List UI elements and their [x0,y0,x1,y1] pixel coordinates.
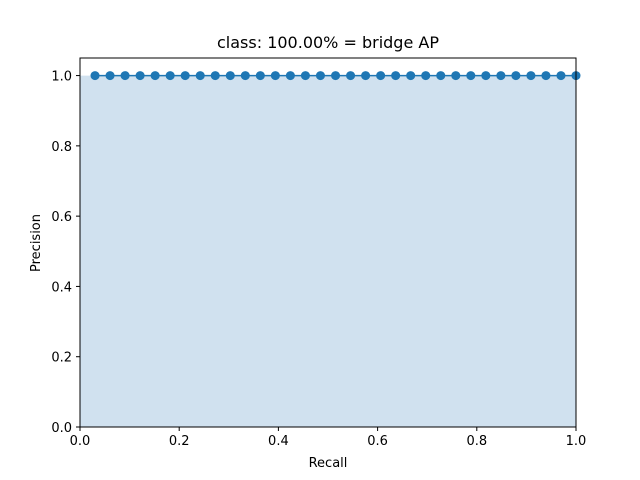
x-tick-label: 0.8 [466,434,487,449]
data-point [391,71,401,81]
x-axis-label: Recall [309,456,348,471]
y-tick-label: 0.6 [51,210,72,225]
data-point [255,71,265,81]
data-point [346,71,356,81]
y-tick-label: 0.2 [51,351,72,366]
data-point [451,71,461,81]
data-point [150,71,160,81]
x-tick-label: 0.6 [367,434,388,449]
data-point [406,71,416,81]
axes: 0.0 0.2 0.4 0.6 0.8 1.0 0.0 0.2 0.4 0.6 0.8 1.0 [51,57,587,449]
data-point [195,71,205,81]
y-tick-label: 1.0 [51,70,72,85]
x-tick-label: 0.4 [268,434,289,449]
data-point [90,71,100,81]
y-tick-label: 0.8 [51,140,72,155]
data-point [165,71,175,81]
data-point [421,71,431,81]
y-tick-label: 0.4 [51,280,72,295]
data-point [135,71,145,81]
data-point [511,71,521,81]
data-point [315,71,325,81]
data-point [210,71,220,81]
data-point [436,71,446,81]
area-fill [80,75,576,428]
x-tick-label: 1.0 [566,434,587,449]
y-axis-label: Precision [29,214,44,272]
data-point [466,71,476,81]
data-point [240,71,250,81]
plot-area [80,71,581,428]
data-point [556,71,566,81]
data-point [300,71,310,81]
x-tick-label: 0.2 [169,434,190,449]
data-point [526,71,536,81]
data-point [331,71,341,81]
data-point [361,71,371,81]
data-point [285,71,295,81]
data-point [180,71,190,81]
data-point [270,71,280,81]
axes-frame [79,57,577,428]
data-point [120,71,130,81]
data-point [496,71,506,81]
data-point [481,71,491,81]
y-tick-label: 0.0 [51,421,72,436]
chart-title: class: 100.00% = bridge AP [217,33,439,52]
data-point [376,71,386,81]
data-point [541,71,551,81]
data-point [225,71,235,81]
data-point [105,71,115,81]
x-tick-label: 0.0 [70,434,91,449]
